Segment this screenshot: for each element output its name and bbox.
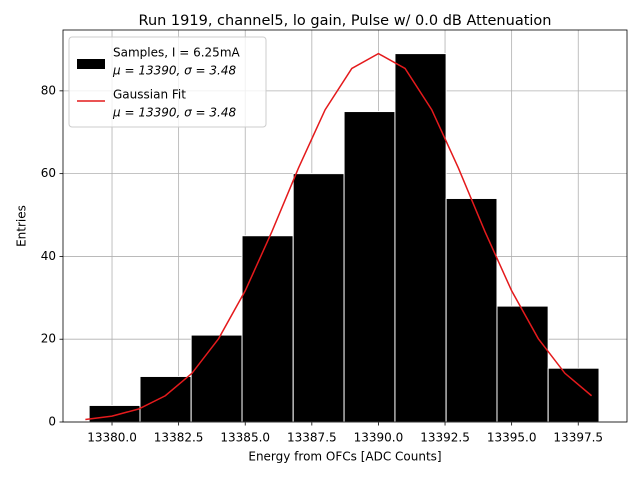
bar <box>139 375 192 423</box>
bar <box>292 173 345 423</box>
bar <box>445 197 498 423</box>
legend-box <box>68 36 267 128</box>
legend-label: Samples, I = 6.25mA <box>113 46 241 60</box>
bar <box>496 305 549 423</box>
x-tick-label: 13395.0 <box>487 431 537 445</box>
x-tick-label: 13390.0 <box>354 431 404 445</box>
legend-stats: μ = 13390, σ = 3.48 <box>112 64 236 78</box>
legend-label: Gaussian Fit <box>113 88 186 102</box>
y-tick-label: 80 <box>41 83 56 97</box>
x-tick-label: 13387.5 <box>287 431 337 445</box>
bar <box>241 235 294 423</box>
bar <box>343 111 396 423</box>
legend-stats: μ = 13390, σ = 3.48 <box>112 106 236 120</box>
fit-line <box>85 52 593 421</box>
x-axis-label: Energy from OFCs [ADC Counts] <box>248 450 441 464</box>
bar <box>88 404 141 423</box>
y-tick-label: 40 <box>41 249 56 263</box>
plot-frame <box>62 29 628 423</box>
y-tick-label: 60 <box>41 166 56 180</box>
y-tick-label: 20 <box>41 332 56 346</box>
x-tick-label: 13385.0 <box>220 431 270 445</box>
bar <box>394 53 447 423</box>
x-tick-label: 13382.5 <box>154 431 204 445</box>
y-axis-label: Entries <box>15 205 29 247</box>
x-tick-label: 13380.0 <box>87 431 137 445</box>
legend: Samples, I = 6.25mA μ = 13390, σ = 3.48 Ga… <box>68 36 267 128</box>
x-tick-label: 13397.5 <box>553 431 603 445</box>
chart-title: Run 1919, channel5, lo gain, Pulse w/ 0.… <box>139 13 552 29</box>
x-tick-label: 13392.5 <box>420 431 470 445</box>
y-tick-label: 0 <box>48 415 56 429</box>
legend-swatch <box>77 59 105 69</box>
bar <box>190 334 243 423</box>
